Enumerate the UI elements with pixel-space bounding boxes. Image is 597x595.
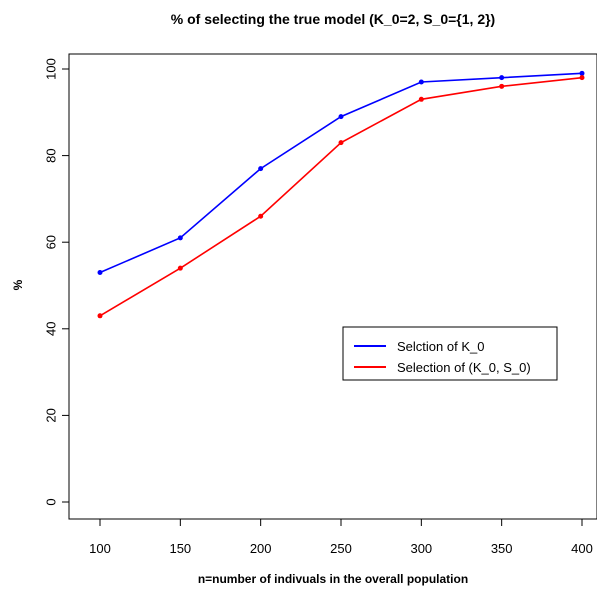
legend-label-series-2: Selection of (K_0, S_0) (397, 360, 531, 375)
y-axis: 0 20 40 60 80 100 (43, 58, 70, 506)
y-tick-label: 100 (43, 58, 58, 80)
data-point-series-2 (499, 83, 505, 89)
data-point-series-1 (418, 79, 424, 85)
x-tick-label: 200 (250, 541, 272, 556)
chart-title: % of selecting the true model (K_0=2, S_… (171, 11, 495, 27)
x-tick-label: 350 (491, 541, 513, 556)
y-tick-label: 80 (43, 148, 58, 162)
series-line-1 (99, 72, 583, 274)
data-point-series-2 (418, 96, 424, 102)
data-point-series-2 (177, 265, 183, 271)
y-axis-label: % (11, 279, 25, 290)
x-axis: 100 150 200 250 300 350 400 (89, 518, 593, 556)
y-tick-label: 60 (43, 235, 58, 249)
y-tick-label: 40 (43, 322, 58, 336)
series-layer (97, 70, 585, 319)
x-tick-label: 250 (330, 541, 352, 556)
data-point-series-2 (338, 140, 344, 146)
y-tick-label: 0 (43, 498, 58, 505)
x-tick-label: 300 (410, 541, 432, 556)
legend-box (342, 326, 558, 381)
data-point-series-2 (258, 213, 264, 219)
x-axis-label: n=number of indivuals in the overall pop… (198, 572, 468, 586)
data-point-series-1 (338, 114, 344, 120)
x-tick-label: 400 (571, 541, 593, 556)
legend: Selction of K_0 Selection of (K_0, S_0) (342, 326, 558, 381)
data-point-series-2 (579, 75, 585, 81)
legend-label-series-1: Selction of K_0 (397, 339, 484, 354)
y-tick-label: 20 (43, 408, 58, 422)
data-point-series-1 (97, 270, 103, 276)
data-point-series-1 (177, 235, 183, 241)
x-tick-label: 100 (89, 541, 111, 556)
x-tick-label: 150 (169, 541, 191, 556)
data-point-series-1 (579, 70, 585, 76)
data-point-series-1 (499, 75, 505, 81)
data-point-series-1 (258, 166, 264, 172)
data-point-series-2 (97, 313, 103, 319)
series-line-2 (99, 76, 583, 317)
